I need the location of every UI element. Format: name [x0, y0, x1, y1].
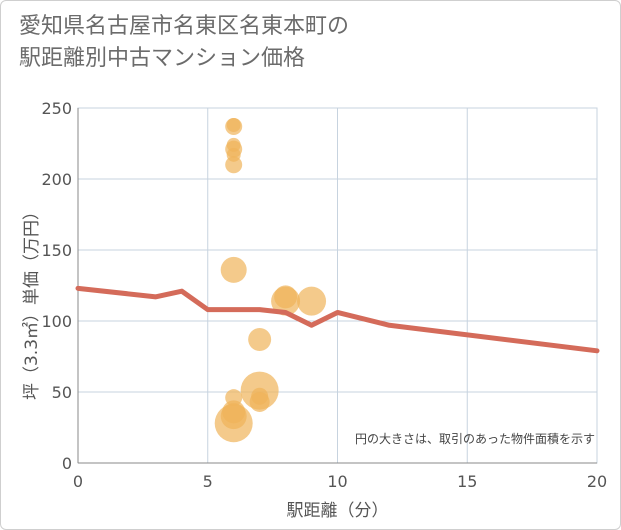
- bubble-point: [249, 391, 270, 412]
- chart-title: 愛知県名古屋市名東区名東本町の 駅距離別中古マンション価格: [19, 11, 349, 75]
- bubble-point: [271, 286, 301, 316]
- x-tick-label: 15: [457, 472, 477, 491]
- bubble-point: [248, 327, 272, 351]
- y-tick-label: 50: [52, 383, 72, 402]
- bubble-point: [214, 404, 253, 443]
- average-price-line: [75, 285, 600, 354]
- title-line-1: 愛知県名古屋市名東区名東本町の: [19, 14, 350, 39]
- x-tick-label: 20: [587, 472, 607, 491]
- y-tick-label: 0: [62, 454, 72, 473]
- bubble-point: [225, 156, 243, 174]
- y-tick-label: 200: [41, 170, 72, 189]
- x-tick-label: 0: [73, 472, 83, 491]
- bubble-size-note: 円の大きさは、取引のあった物件面積を示す: [355, 431, 595, 446]
- y-tick-label: 100: [41, 312, 72, 331]
- bubble-point: [297, 286, 327, 316]
- x-axis-label: 駅距離（分）: [287, 501, 389, 521]
- title-line-2: 駅距離別中古マンション価格: [19, 46, 306, 71]
- x-tick-label: 10: [327, 472, 347, 491]
- x-tick-label: 5: [203, 472, 213, 491]
- bubble-point: [220, 256, 247, 283]
- y-tick-label: 250: [41, 99, 72, 118]
- y-axis-label: 坪（3.3㎡）単価（万円）: [22, 203, 42, 400]
- y-tick-label: 150: [41, 241, 72, 260]
- bubble-point: [225, 117, 243, 135]
